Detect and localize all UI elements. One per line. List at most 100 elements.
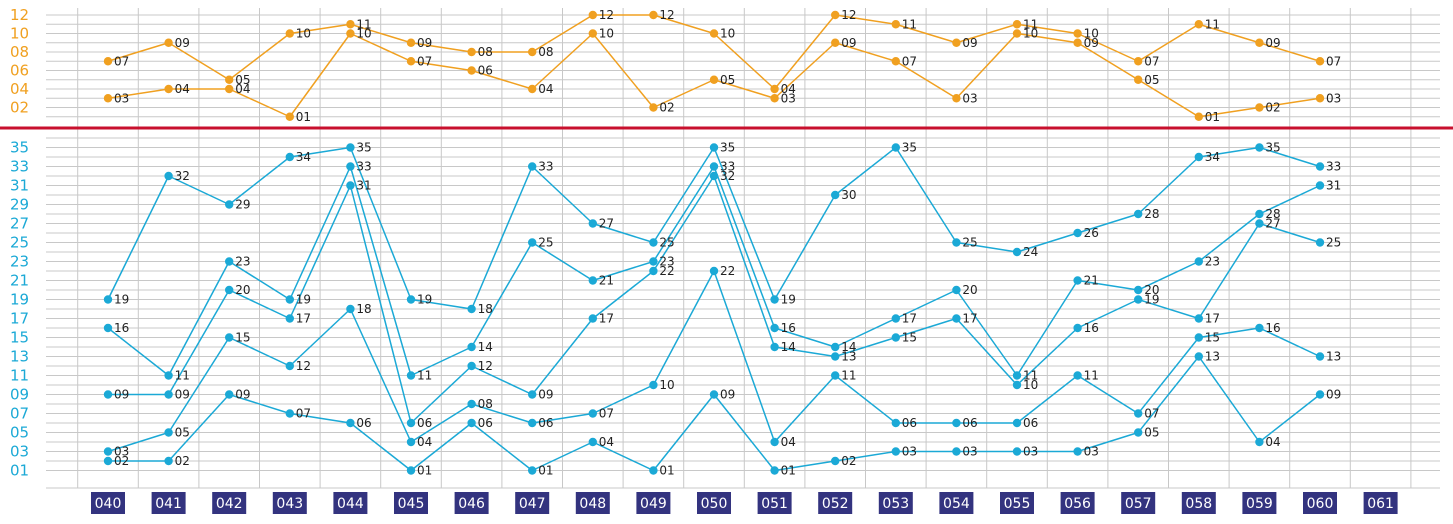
bottom-data-label: 09: [720, 388, 735, 402]
x-tick-box: [636, 492, 671, 514]
bottom-data-label: 08: [478, 397, 493, 411]
bottom-data-point: [1194, 152, 1204, 162]
bottom-data-label: 06: [538, 416, 553, 430]
bottom-data-point: [467, 399, 476, 409]
top-data-point: [831, 38, 840, 47]
top-data-point: [891, 20, 900, 29]
bottom-data-label: 27: [1265, 217, 1280, 231]
bottom-data-point: [528, 162, 537, 171]
bottom-data-point: [406, 295, 416, 304]
top-data-label: 07: [902, 54, 917, 68]
bottom-data-label: 04: [1265, 435, 1280, 449]
x-tick-box: [1242, 492, 1277, 514]
top-data-point: [1255, 38, 1264, 47]
bottom-data-label: 34: [1205, 150, 1220, 164]
top-data-point: [285, 29, 294, 38]
bottom-data-label: 33: [1326, 160, 1341, 174]
y-tick-label-bottom: 29: [10, 196, 29, 214]
data-points: [103, 10, 1325, 475]
bottom-data-point: [1315, 390, 1325, 399]
bottom-data-point: [164, 390, 173, 399]
bottom-data-label: 19: [417, 293, 432, 307]
bottom-data-label: 11: [417, 369, 432, 383]
bottom-data-label: 34: [296, 150, 311, 164]
bottom-data-label: 13: [1205, 350, 1220, 364]
top-data-label: 10: [599, 27, 614, 41]
top-data-label: 09: [175, 36, 190, 50]
x-tick-label: 052: [822, 496, 849, 512]
y-tick-label-top: 02: [10, 99, 29, 117]
bottom-data-point: [649, 266, 658, 276]
x-tick-box: [878, 492, 913, 514]
bottom-data-label: 16: [1084, 321, 1099, 335]
bottom-data-point: [709, 171, 719, 181]
bottom-data-point: [285, 409, 294, 418]
y-tick-label-bottom: 11: [10, 367, 29, 385]
top-data-label: 07: [1326, 54, 1341, 68]
bottom-data-point: [588, 276, 597, 285]
top-data-point: [831, 10, 840, 20]
y-tick-label-bottom: 05: [10, 424, 29, 442]
bottom-series-line: [107, 146, 1321, 310]
bottom-data-point: [346, 418, 355, 428]
top-data-label: 04: [175, 82, 190, 96]
x-tick-box: [939, 492, 974, 514]
x-tick-label: 046: [458, 496, 485, 512]
bottom-data-label: 22: [659, 264, 674, 278]
x-tick-box: [1060, 492, 1095, 514]
bottom-data-label: 35: [356, 141, 371, 155]
bottom-data-point: [1134, 409, 1143, 418]
bottom-data-point: [588, 409, 597, 418]
top-data-label: 11: [1205, 17, 1220, 31]
top-data-point: [1073, 38, 1082, 47]
top-data-label: 04: [235, 82, 250, 96]
bottom-data-point: [709, 162, 719, 171]
y-tick-label-bottom: 33: [10, 158, 29, 176]
top-data-label: 09: [841, 36, 856, 50]
bottom-data-point: [588, 314, 597, 323]
y-tick-label-bottom: 23: [10, 253, 29, 271]
bottom-data-point: [1012, 418, 1022, 428]
bottom-data-point: [649, 257, 658, 266]
top-data-label: 08: [478, 45, 493, 59]
top-data-point: [528, 47, 537, 57]
bottom-data-point: [225, 257, 234, 266]
bottom-data-label: 02: [175, 454, 190, 468]
bottom-data-label: 02: [841, 454, 856, 468]
bottom-data-point: [649, 238, 658, 247]
top-data-point: [770, 94, 779, 103]
bottom-data-point: [346, 162, 355, 171]
bottom-data-point: [649, 466, 658, 475]
bottom-data-label: 06: [1023, 416, 1038, 430]
bottom-data-point: [103, 456, 113, 466]
x-tick-label: 060: [1307, 496, 1334, 512]
bottom-data-label: 09: [1326, 388, 1341, 402]
x-tick-label: 061: [1367, 496, 1394, 512]
bottom-data-point: [225, 333, 234, 342]
top-data-point: [1012, 29, 1022, 38]
x-tick-label: 044: [337, 496, 364, 512]
bottom-data-point: [831, 456, 840, 466]
top-data-point: [225, 75, 234, 84]
bottom-data-point: [1134, 285, 1143, 295]
top-data-label: 10: [1023, 27, 1038, 41]
top-data-point: [103, 57, 113, 66]
bottom-data-point: [891, 143, 900, 152]
bottom-data-label: 19: [114, 293, 129, 307]
y-tick-label-bottom: 09: [10, 386, 29, 404]
bottom-data-point: [406, 437, 416, 447]
bottom-data-label: 20: [962, 283, 977, 297]
bottom-data-label: 35: [902, 141, 917, 155]
bottom-data-point: [1255, 437, 1264, 447]
bottom-data-point: [164, 456, 173, 466]
bottom-data-label: 25: [538, 236, 553, 250]
top-data-point: [709, 75, 719, 84]
bottom-data-label: 09: [175, 388, 190, 402]
top-data-point: [164, 84, 173, 94]
x-tick-label: 043: [276, 496, 303, 512]
bottom-data-label: 19: [296, 293, 311, 307]
top-data-point: [1134, 75, 1143, 84]
bottom-data-label: 04: [599, 435, 614, 449]
top-data-point: [649, 103, 658, 112]
y-tick-label-top: 10: [10, 25, 29, 43]
